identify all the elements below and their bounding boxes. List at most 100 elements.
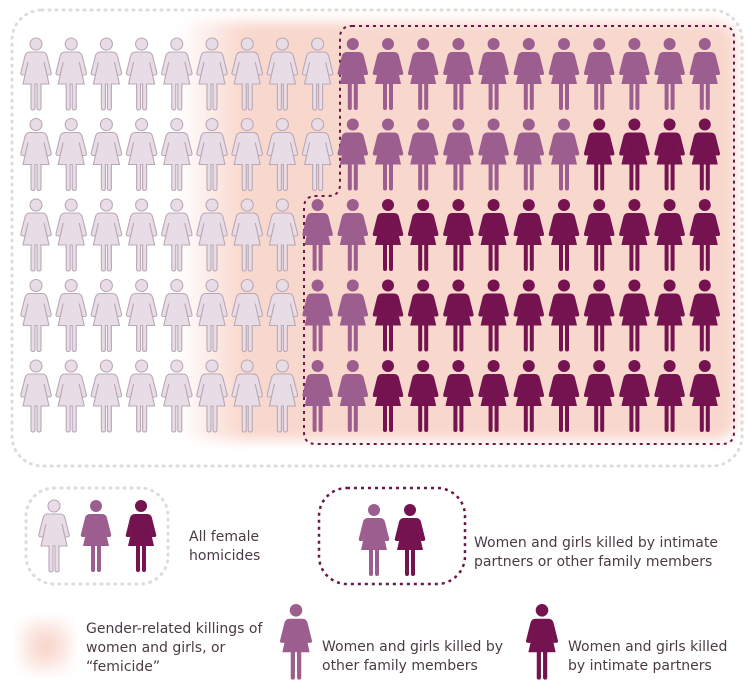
icon-partner-r3-c20 <box>689 199 721 271</box>
icon-family-r2-c11 <box>372 118 404 191</box>
icon-other-r4-c6 <box>196 278 228 353</box>
icon-other-r3-c1 <box>20 198 52 272</box>
icon-other-r3-c2 <box>55 198 87 272</box>
icon-family-r1-c14 <box>478 38 509 110</box>
icon-family-r2-c15 <box>513 118 545 191</box>
legend-all-homicides-label: All female homicides <box>189 529 261 564</box>
icon-other-r4-c2 <box>55 278 87 353</box>
icon-family-r1-c15 <box>513 38 545 110</box>
legend-family-partner-frame <box>317 486 467 586</box>
legend-femicide-swatch <box>20 620 72 672</box>
icon-grid <box>20 37 721 433</box>
icon-other-r5-c7 <box>231 359 263 433</box>
icon-partner-r5-c17 <box>583 360 615 432</box>
icon-partner-r5-c15 <box>513 360 545 432</box>
icon-partner-r5-c20 <box>689 360 721 432</box>
icon-partner-r4-c16 <box>548 279 580 352</box>
icon-partner-r4-c19 <box>654 279 685 352</box>
icon-other-r2-c8 <box>266 117 299 192</box>
legend-single-family <box>279 604 313 680</box>
icon-other-r1-c6 <box>196 37 228 111</box>
icon-family-r1-c17 <box>583 38 615 110</box>
icon-other-r5-c2 <box>55 359 87 433</box>
icon-partner-r3-c12 <box>407 199 439 271</box>
icon-family-r1-c18 <box>619 38 650 110</box>
icon-family-r1-c20 <box>689 38 721 110</box>
icon-other-r3-c6 <box>196 198 228 272</box>
icon-other-r1-c4 <box>125 37 158 111</box>
icon-other-r2-c7 <box>231 117 263 192</box>
icon-partner-r5-c13 <box>443 360 474 432</box>
legend-family-partner-label: Women and girls killed by intimate partn… <box>474 535 718 570</box>
icon-partner-r5-c11 <box>372 360 404 432</box>
icon-other-r5-c1 <box>20 359 52 433</box>
icon-partner-r4-c14 <box>478 279 509 352</box>
icon-partner-r5-c18 <box>619 360 650 432</box>
legend-femicide-label: Gender-related killings of women and gir… <box>86 621 263 675</box>
legend-icon-other <box>38 499 70 573</box>
icon-family-r2-c16 <box>548 118 580 191</box>
icon-partner-r3-c19 <box>654 199 685 271</box>
icon-other-r1-c3 <box>90 37 123 111</box>
icon-family-r4-c10 <box>337 279 369 352</box>
icon-partner-r3-c18 <box>619 199 650 271</box>
icon-family-r1-c13 <box>443 38 474 110</box>
icon-other-r2-c4 <box>125 117 158 192</box>
icon-family-r1-c16 <box>548 38 580 110</box>
icon-other-r3-c8 <box>266 198 299 272</box>
icon-other-r4-c7 <box>231 278 263 353</box>
legend-partner-label: Women and girls killed by intimate partn… <box>568 639 728 674</box>
icon-other-r3-c3 <box>90 198 123 272</box>
icon-other-r4-c8 <box>266 278 299 353</box>
icon-family-r1-c11 <box>372 38 404 110</box>
icon-other-r2-c2 <box>55 117 87 192</box>
legend-family-icon <box>279 604 313 680</box>
icon-family-r1-c12 <box>407 38 439 110</box>
icon-family-r5-c10 <box>337 360 369 432</box>
icon-other-r1-c8 <box>266 37 299 111</box>
icon-partner-r4-c17 <box>583 279 615 352</box>
icon-other-r2-c1 <box>20 117 52 192</box>
icon-partner-r5-c16 <box>548 360 580 432</box>
icon-partner-r2-c19 <box>654 118 685 191</box>
legend-family-label: Women and girls killed by other family m… <box>322 639 504 674</box>
icon-partner-r4-c11 <box>372 279 404 352</box>
legend-partner-icon <box>525 604 559 680</box>
icon-partner-r5-c19 <box>654 360 685 432</box>
legend-single-partner <box>525 604 559 680</box>
icon-family-r2-c14 <box>478 118 509 191</box>
icon-other-r5-c4 <box>125 359 158 433</box>
icon-other-r5-c5 <box>161 359 193 433</box>
icon-partner-r5-c14 <box>478 360 509 432</box>
icon-partner-r3-c16 <box>548 199 580 271</box>
icon-family-r2-c10 <box>337 118 369 191</box>
icon-other-r3-c7 <box>231 198 263 272</box>
icon-partner-r2-c20 <box>689 118 721 191</box>
icon-family-r3-c10 <box>337 199 369 271</box>
icon-partner-r3-c17 <box>583 199 615 271</box>
legend-all-frame <box>24 486 170 586</box>
icon-other-r1-c9 <box>301 37 334 111</box>
icon-partner-r3-c15 <box>513 199 545 271</box>
icon-partner-r4-c12 <box>407 279 439 352</box>
icon-partner-r4-c15 <box>513 279 545 352</box>
icon-other-r3-c4 <box>125 198 158 272</box>
legend-family-partner-icons <box>358 504 426 576</box>
legend-all-icons <box>38 499 157 573</box>
legend-icon-family <box>80 500 112 572</box>
legend-icon-partner <box>125 500 157 572</box>
icon-other-r5-c8 <box>266 359 299 433</box>
legend-fp-icon-partner <box>394 504 426 576</box>
icon-other-r4-c4 <box>125 278 158 353</box>
icon-partner-r2-c17 <box>583 118 615 191</box>
icon-partner-r4-c20 <box>689 279 721 352</box>
icon-partner-r3-c14 <box>478 199 509 271</box>
icon-family-r1-c19 <box>654 38 685 110</box>
icon-family-r5-c9 <box>302 360 333 432</box>
icon-other-r4-c5 <box>161 278 193 353</box>
icon-other-r4-c3 <box>90 278 123 353</box>
legend-fp-icon-family <box>358 504 390 576</box>
icon-family-r2-c12 <box>407 118 439 191</box>
icon-partner-r3-c11 <box>372 199 404 271</box>
